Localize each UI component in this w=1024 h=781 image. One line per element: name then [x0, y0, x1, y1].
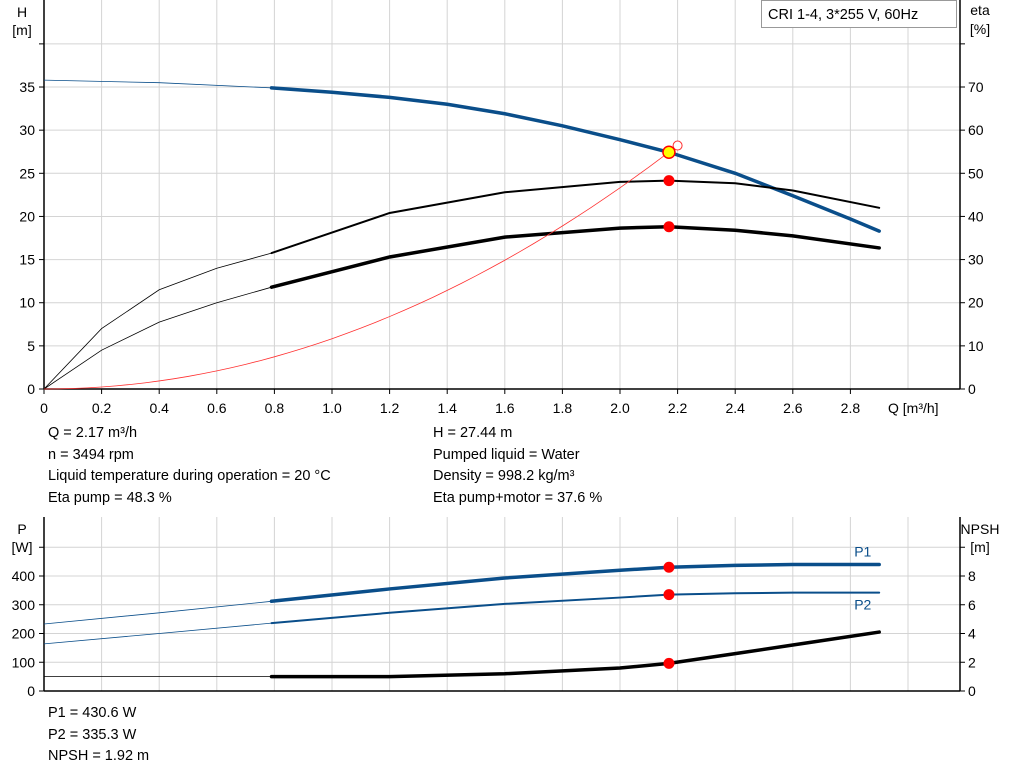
y-right-tick-label: 40: [968, 208, 984, 224]
x-axis-label: Q [m³/h]: [888, 400, 939, 416]
info-liquid: Pumped liquid = Water: [433, 446, 580, 463]
system-end-marker: [672, 140, 683, 151]
y-left-tick-label: 35: [19, 79, 35, 95]
duty-point: [663, 221, 675, 233]
y-right-tick-label: 0: [968, 381, 976, 397]
info-npsh: NPSH = 1.92 m: [48, 748, 150, 764]
info-density: Density = 998.2 kg/m³: [433, 468, 575, 484]
P2-curve: [270, 591, 881, 625]
P2-curve-thin: [43, 622, 272, 645]
y-right-label: eta: [970, 2, 990, 18]
eta_pump-curve-thin: [43, 252, 272, 390]
y-left-label: P: [17, 521, 26, 537]
y-left-tick-label: 300: [12, 597, 36, 613]
y-left-tick-label: 25: [19, 165, 35, 181]
y-right-tick-label: 30: [968, 252, 984, 268]
x-tick-label: 0.8: [265, 400, 285, 416]
info-bottom: P1 = 430.6 W P2 = 335.3 W NPSH = 1.92 m: [48, 703, 149, 768]
x-tick-label: 2.2: [668, 400, 688, 416]
info-right: H = 27.44 m Pumped liquid = Water Densit…: [433, 423, 602, 509]
P1-curve: [269, 562, 881, 604]
info-head: H = 27.44 m: [433, 425, 513, 441]
info-speed: n = 3494 rpm: [48, 446, 134, 463]
H-curve: [269, 86, 881, 233]
info-eta-pump: Eta pump = 48.3 %: [48, 489, 172, 506]
y-left-unit: [W]: [12, 539, 33, 555]
eta_pump_motor-curve-thin: [43, 286, 272, 390]
x-tick-label: 2.4: [725, 400, 745, 416]
H-curve-thin: [43, 79, 272, 89]
y-right-label: NPSH: [961, 521, 1000, 537]
x-tick-label: 1.8: [553, 400, 573, 416]
y-left-tick-label: 20: [19, 208, 35, 224]
y-left-tick-label: 200: [12, 626, 36, 642]
x-tick-label: 0.2: [92, 400, 112, 416]
y-left-tick-label: 30: [19, 122, 35, 138]
y-right-unit: [%]: [970, 21, 990, 37]
system-curve: [43, 145, 678, 390]
y-right-tick-label: 8: [968, 568, 976, 584]
info-p2: P2 = 335.3 W: [48, 726, 137, 743]
y-right-tick-label: 2: [968, 654, 976, 670]
x-tick-label: 0.6: [207, 400, 227, 416]
P1-curve-thin: [43, 600, 272, 625]
y-left-label: H: [17, 4, 27, 20]
y-right-tick-label: 6: [968, 597, 976, 613]
P1-label: P1: [854, 544, 871, 560]
eta_pump_motor-curve: [269, 225, 881, 289]
y-left-tick-label: 10: [19, 295, 35, 311]
legend-title: CRI 1-4, 3*255 V, 60Hz: [761, 0, 957, 28]
x-tick-label: 1.0: [322, 400, 342, 416]
y-right-tick-label: 50: [968, 165, 984, 181]
duty-point: [662, 145, 676, 159]
duty-point: [663, 561, 675, 573]
y-left-unit: [m]: [12, 22, 31, 38]
x-tick-label: 1.4: [437, 400, 457, 416]
y-right-unit: [m]: [970, 539, 989, 555]
y-left-tick-label: 0: [27, 683, 35, 699]
x-tick-label: 0.4: [149, 400, 169, 416]
NPSH-curve: [269, 630, 881, 679]
info-temperature: Liquid temperature during operation = 20…: [48, 468, 331, 484]
duty-point: [663, 175, 675, 187]
y-left-tick-label: 5: [27, 338, 35, 354]
x-tick-label: 2.8: [841, 400, 861, 416]
duty-point: [663, 589, 675, 601]
duty-point: [663, 657, 675, 669]
x-tick-label: 1.2: [380, 400, 400, 416]
y-right-tick-label: 10: [968, 338, 984, 354]
y-right-tick-label: 70: [968, 79, 984, 95]
y-right-tick-label: 0: [968, 683, 976, 699]
y-right-tick-label: 4: [968, 626, 976, 642]
eta_pump-curve: [270, 179, 881, 255]
x-tick-label: 1.6: [495, 400, 515, 416]
info-p1: P1 = 430.6 W: [48, 705, 137, 721]
info-flow: Q = 2.17 m³/h: [48, 425, 138, 441]
info-left: Q = 2.17 m³/h n = 3494 rpm Liquid temper…: [48, 423, 331, 509]
y-left-tick-label: 100: [12, 654, 36, 670]
x-tick-label: 0: [40, 400, 48, 416]
x-tick-label: 2.0: [610, 400, 630, 416]
P2-label: P2: [854, 597, 871, 613]
x-tick-label: 2.6: [783, 400, 803, 416]
y-left-tick-label: 400: [12, 568, 36, 584]
y-left-tick-label: 15: [19, 252, 35, 268]
y-left-tick-label: 0: [27, 381, 35, 397]
info-eta-total: Eta pump+motor = 37.6 %: [433, 489, 603, 506]
y-right-tick-label: 20: [968, 295, 984, 311]
y-right-tick-label: 60: [968, 122, 984, 138]
